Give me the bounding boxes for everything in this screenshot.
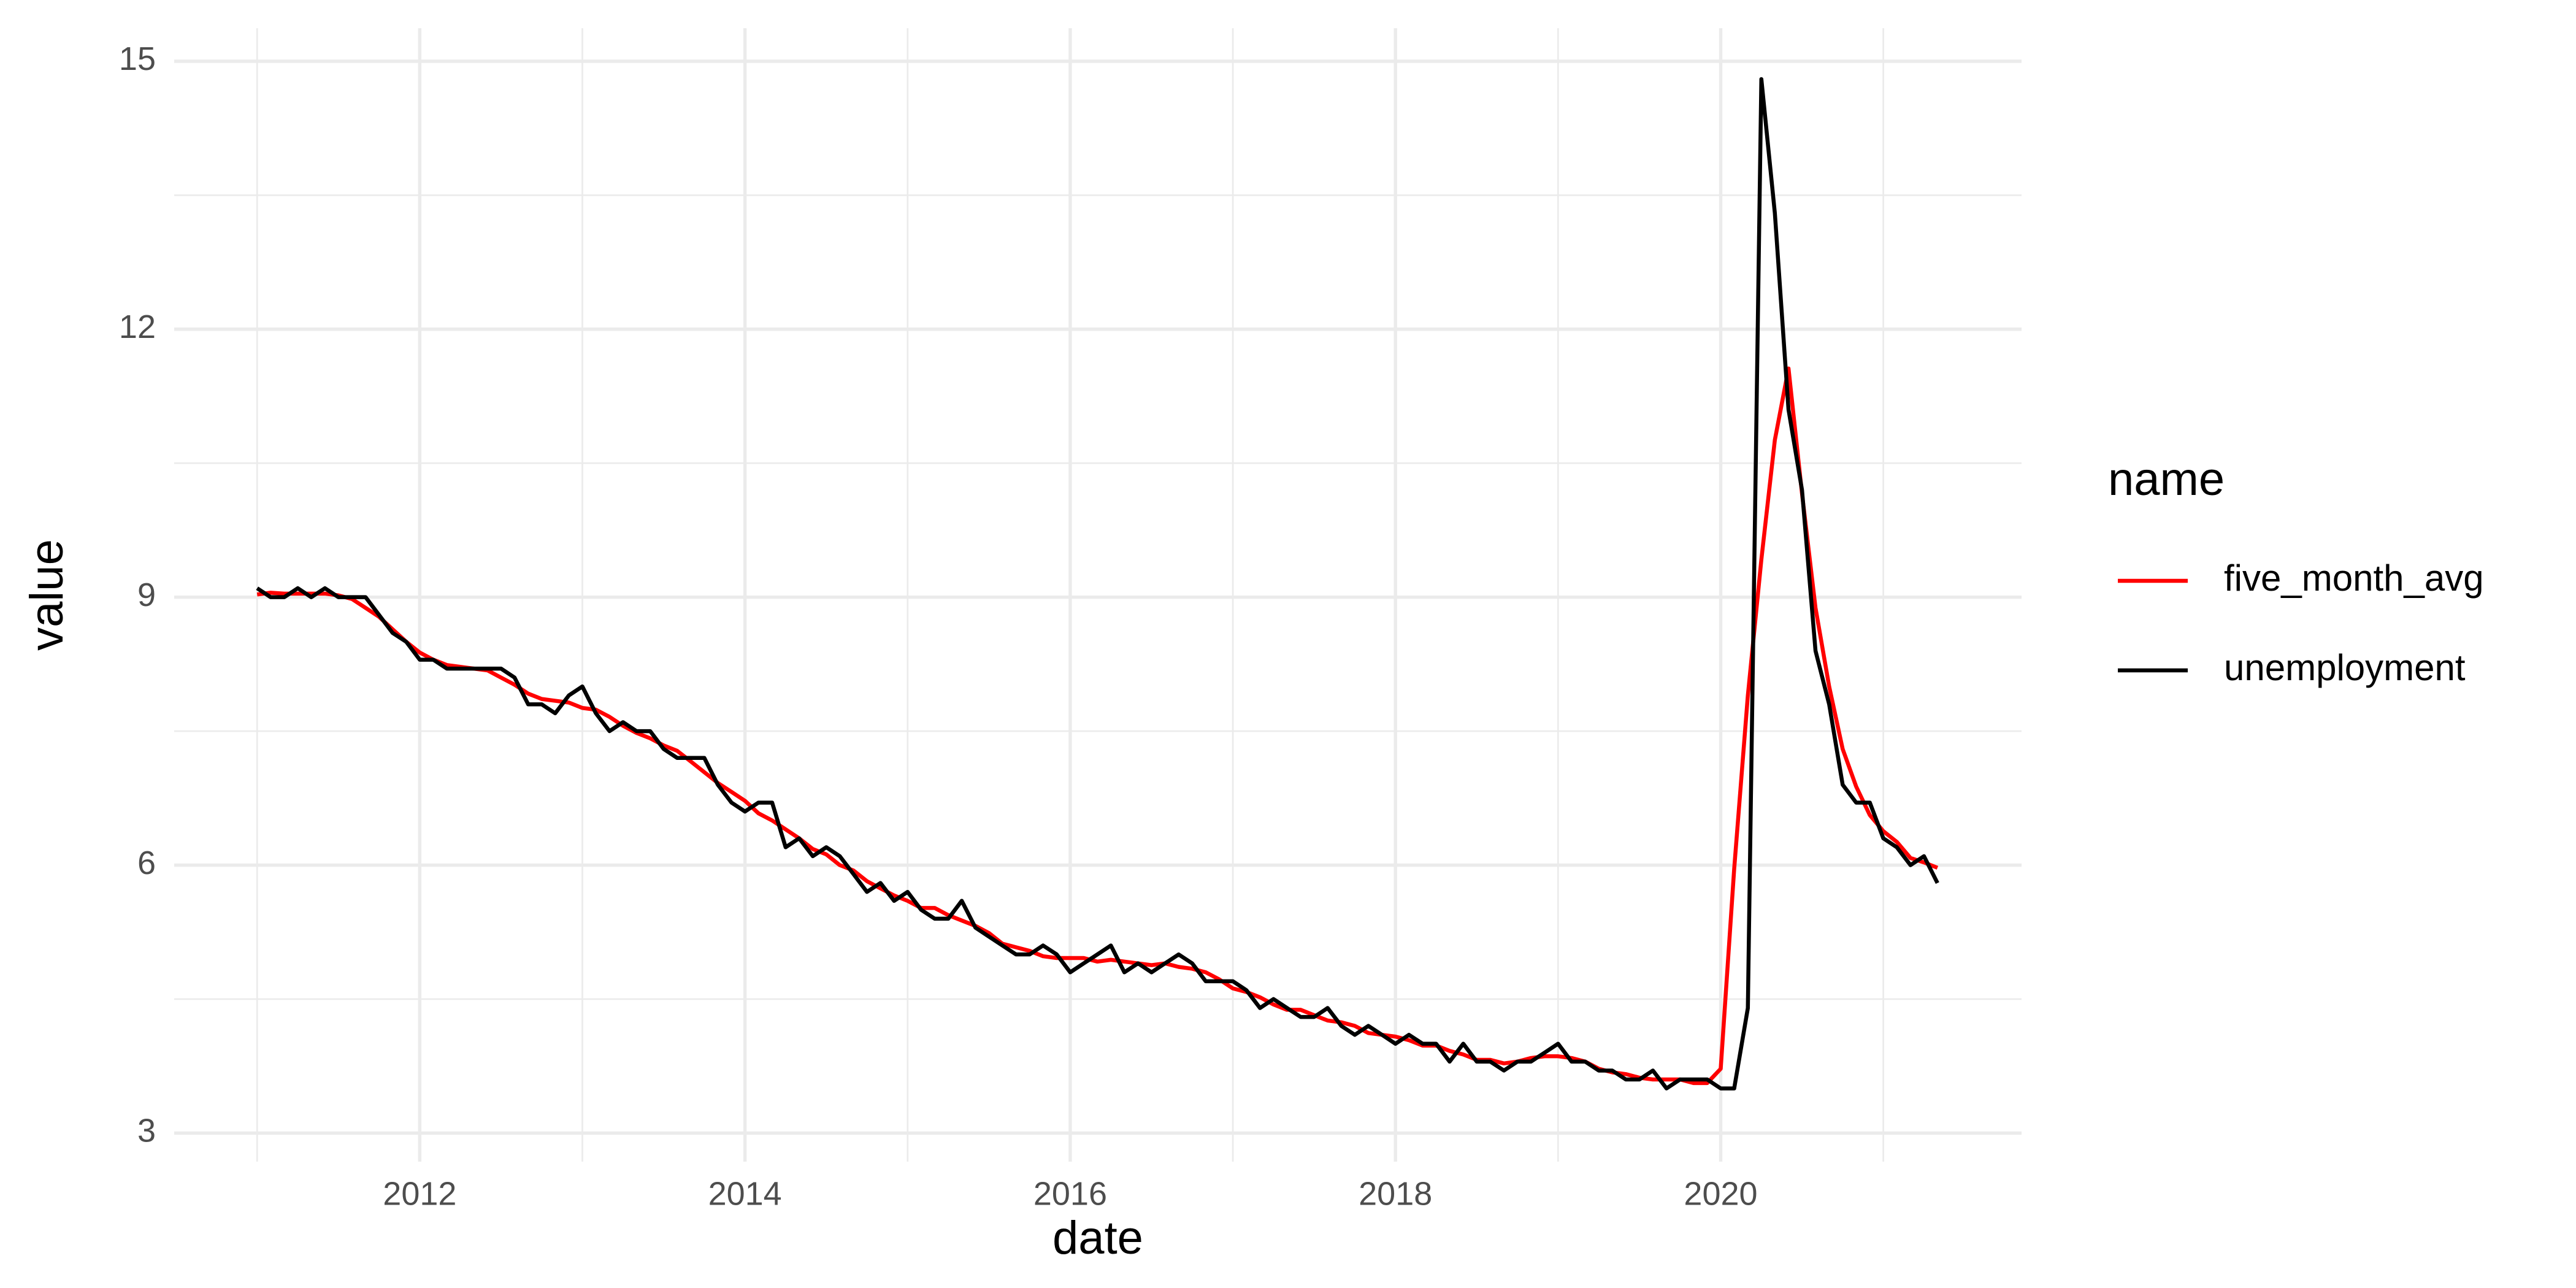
y-tick-label: 6 (137, 845, 156, 881)
y-tick-label: 12 (119, 309, 156, 345)
series-line (256, 77, 1939, 1091)
x-tick-label: 2012 (383, 1175, 456, 1212)
x-tick-label: 2016 (1033, 1175, 1107, 1212)
series-line (256, 366, 1939, 1086)
x-tick-label: 2018 (1359, 1175, 1432, 1212)
y-tick-label: 9 (137, 577, 156, 613)
x-axis-title: date (1052, 1212, 1143, 1264)
x-tick-label: 2020 (1684, 1175, 1757, 1212)
legend-label: unemployment (2224, 647, 2466, 688)
y-tick-label: 15 (119, 40, 156, 77)
legend-title: name (2108, 453, 2225, 505)
x-tick-label: 2014 (708, 1175, 782, 1212)
y-axis-title: value (21, 539, 73, 651)
legend-label: five_month_avg (2224, 558, 2484, 599)
y-tick-label: 3 (137, 1113, 156, 1149)
